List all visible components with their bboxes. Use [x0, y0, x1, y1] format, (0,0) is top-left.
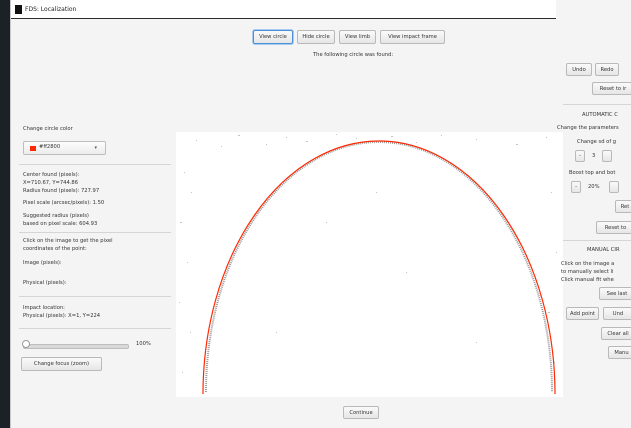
undo-button[interactable]: Undo [566, 63, 592, 76]
change-color-label: Change circle color [23, 126, 73, 132]
color-swatch [30, 146, 36, 151]
fitted-circle [203, 141, 555, 394]
divider [563, 104, 631, 105]
manual-info-line1: Click on the image a [561, 261, 614, 267]
color-picker[interactable]: #ff2800 ▾ [23, 141, 106, 155]
manual-info-line2: to manually select li [561, 269, 613, 275]
suggested-radius-line2: based on pixel scale: 604.93 [23, 221, 97, 227]
divider [19, 328, 171, 329]
boost-increment-button[interactable] [609, 181, 619, 193]
solar-image[interactable] [176, 132, 563, 397]
manual-info-line3: Click manual fit whe [561, 277, 614, 283]
divider [19, 164, 171, 165]
center-found-label: Center found (pixels): [23, 172, 79, 178]
zoom-slider-track[interactable] [23, 344, 129, 349]
color-value: #ff2800 [39, 144, 60, 150]
zoom-slider-thumb[interactable] [22, 340, 30, 348]
change-focus-button[interactable]: Change focus (zoom) [21, 357, 102, 371]
hide-circle-button[interactable]: Hide circle [297, 30, 335, 44]
boost-decrement-button[interactable]: - [571, 181, 581, 193]
change-params-label: Change the parameters [557, 125, 619, 131]
app-icon [15, 5, 22, 14]
chevron-down-icon: ▾ [94, 145, 97, 151]
click-info-line2: coordinates of the point: [23, 246, 87, 252]
title-bar[interactable]: FDS: Localization [11, 0, 556, 19]
image-pixels-label: Image (pixels): [23, 260, 62, 266]
view-impact-frame-button[interactable]: View impact frame [380, 30, 445, 44]
ret-button[interactable]: Ret [615, 200, 631, 213]
radius-found: Radius found (pixels): 727.97 [23, 188, 99, 194]
clear-all-button[interactable]: Clear all [601, 327, 631, 340]
pixel-scale: Pixel scale (arcsec/pixels): 1.50 [23, 200, 104, 206]
boost-value: 20% [588, 184, 600, 190]
center-coords: X=710.67, Y=744.86 [23, 180, 78, 186]
suggested-radius-line1: Suggested radius (pixels) [23, 213, 89, 219]
physical-pixels-label: Physical (pixels): [23, 280, 67, 286]
sd-increment-button[interactable] [602, 150, 612, 162]
sd-value: 3 [592, 153, 595, 159]
found-message: The following circle was found: [313, 52, 393, 58]
automatic-section-title: AUTOMATIC C [582, 112, 618, 118]
impact-location-label: Impact location: [23, 305, 65, 311]
solar-image-canvas [176, 132, 563, 397]
localization-window: FDS: Localization View circle Hide circl… [10, 0, 631, 428]
add-point-button[interactable]: Add point [566, 307, 599, 320]
limb-edge [206, 142, 552, 392]
manual-section-title: MANUAL CIR [587, 247, 620, 253]
redo-button[interactable]: Redo [595, 63, 619, 76]
reset-to-initial-button[interactable]: Reset to ir [592, 82, 631, 95]
see-last-button[interactable]: See last [599, 287, 631, 300]
continue-button[interactable]: Continue [343, 406, 379, 419]
window-title: FDS: Localization [25, 6, 76, 13]
zoom-value: 100% [136, 341, 151, 347]
reset-to-button[interactable]: Reset to [596, 221, 631, 234]
view-limb-button[interactable]: View limb [339, 30, 376, 44]
desktop-background [0, 0, 10, 428]
sd-decrement-button[interactable]: - [575, 150, 585, 162]
divider [19, 232, 171, 233]
click-info-line1: Click on the image to get the pixel [23, 238, 113, 244]
impact-coords: Physical (pixels): X=1, Y=224 [23, 313, 100, 319]
undo-point-button[interactable]: Und [603, 307, 631, 320]
divider [19, 296, 171, 297]
boost-label: Boost top and bot [569, 170, 615, 176]
change-sd-label: Change sd of g [577, 139, 616, 145]
divider [563, 240, 631, 241]
view-circle-button[interactable]: View circle [253, 30, 293, 44]
manual-fit-button[interactable]: Manu [608, 346, 631, 359]
